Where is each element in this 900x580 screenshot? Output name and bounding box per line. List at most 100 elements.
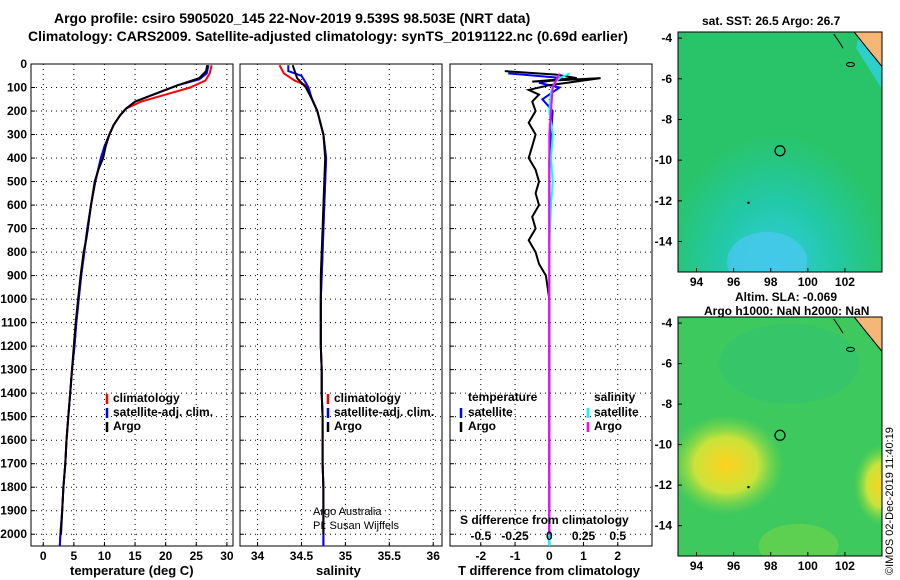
sla_map-ytick-label: -10 bbox=[655, 438, 673, 452]
sst_map-ytick-label: -8 bbox=[661, 112, 672, 126]
title-line-1: Argo profile: csiro 5905020_145 22-Nov-2… bbox=[54, 10, 531, 26]
depth-tick-label: 1600 bbox=[0, 433, 27, 447]
sst_map-island-icon bbox=[845, 62, 855, 68]
depth-tick-label: 300 bbox=[7, 128, 27, 142]
sst_map-xtick-label: 94 bbox=[690, 275, 704, 289]
depth-tick-label: 700 bbox=[7, 222, 27, 236]
s-diff-tick-label: 0.5 bbox=[609, 529, 626, 543]
sst_map-land bbox=[853, 32, 882, 68]
sla_map-xtick-label: 100 bbox=[798, 559, 818, 573]
difference-xtick-label: -2 bbox=[475, 549, 486, 563]
salinity-xtick-label: 35.5 bbox=[378, 549, 402, 563]
depth-tick-label: 0 bbox=[20, 57, 27, 71]
temperature-axis-label: temperature (deg C) bbox=[70, 563, 194, 578]
depth-tick-label: 1500 bbox=[0, 410, 27, 424]
sst_map-float-marker-icon bbox=[774, 145, 786, 157]
sla_map-frame bbox=[677, 316, 883, 557]
s-diff-tick-label: -0.25 bbox=[501, 529, 529, 543]
depth-tick-label: 800 bbox=[7, 245, 27, 259]
panel-temperature: 0 5 10 15 20 25 300100200300400500600700800900… bbox=[0, 57, 234, 563]
temperature-xtick-label: 15 bbox=[128, 549, 142, 563]
depth-tick-label: 2000 bbox=[0, 527, 27, 541]
s-diff-tick-label: -0.5 bbox=[470, 529, 491, 543]
sal-legend-climatology-label: climatology bbox=[334, 391, 401, 405]
sal-diff-legend-satellite: satellite bbox=[594, 405, 639, 419]
s-difference-label: S difference from climatology bbox=[460, 513, 629, 527]
map-sla_map: 94 96 98 100 102 -4 -6 -8 -10 -12 -14 bbox=[655, 316, 883, 573]
sla_map-ytick-label: -4 bbox=[661, 316, 672, 330]
sal-diff-legend-argo: Argo bbox=[594, 419, 622, 433]
sst_map-xtick-label: 96 bbox=[727, 275, 741, 289]
difference-xtick-label: 2 bbox=[614, 549, 621, 563]
map-sst_map: 94 96 98 100 102 -4 -6 -8 -10 -12 -14 bbox=[655, 31, 883, 289]
imos-credit: ©IMOS 02-Dec-2019 11:40:19 bbox=[884, 427, 896, 575]
sla-high-anomaly bbox=[678, 414, 785, 515]
sla-high-anomaly-east bbox=[854, 445, 882, 526]
salinity-xtick-label: 36 bbox=[427, 549, 441, 563]
depth-tick-label: 1100 bbox=[1, 316, 27, 330]
depth-tick-label: 500 bbox=[7, 175, 27, 189]
title-line-2: Climatology: CARS2009. Satellite-adjuste… bbox=[28, 28, 628, 44]
difference-xtick-label: -1 bbox=[510, 549, 521, 563]
temperature-frame bbox=[30, 63, 234, 547]
panel-salinity: 34 34.5 35 35.5 36 bbox=[239, 63, 443, 563]
sst_map-xtick-label: 100 bbox=[798, 275, 818, 289]
sla_map-float-marker-icon bbox=[774, 429, 786, 441]
sla_map-field bbox=[678, 317, 882, 556]
sst-cool-core bbox=[727, 231, 808, 272]
depth-tick-label: 1900 bbox=[0, 504, 27, 518]
temperature-xtick-label: 30 bbox=[220, 549, 234, 563]
sal-legend-argo-label: Argo bbox=[334, 419, 362, 433]
sla_map-island-icon bbox=[845, 346, 855, 352]
depth-tick-label: 1000 bbox=[0, 292, 27, 306]
panel-difference: -2 -1 0 1 2 bbox=[449, 63, 653, 563]
sla_map-ytick-label: -14 bbox=[655, 519, 673, 533]
depth-tick-label: 200 bbox=[7, 104, 27, 118]
difference-series-s-argo bbox=[548, 72, 561, 535]
depth-tick-label: 900 bbox=[7, 269, 27, 283]
sst-map-title: sat. SST: 26.5 Argo: 26.7 bbox=[702, 14, 841, 28]
salinity-xtick-label: 35 bbox=[339, 549, 353, 563]
temperature-xtick-label: 25 bbox=[190, 549, 204, 563]
depth-tick-label: 400 bbox=[7, 151, 27, 165]
sla-map-subtitle: Argo h1000: NaN h2000: NaN bbox=[704, 304, 870, 318]
temp-legend-title: temperature bbox=[468, 390, 538, 404]
sla-south-patch bbox=[758, 523, 839, 556]
salinity-xtick-label: 34.5 bbox=[290, 549, 314, 563]
sla_map-land bbox=[853, 317, 882, 353]
sla-low-band bbox=[719, 323, 860, 404]
sst_map-ytick-label: -12 bbox=[655, 194, 673, 208]
s-diff-tick-label: 0.25 bbox=[572, 529, 596, 543]
salinity-frame bbox=[239, 63, 443, 547]
legend-markers bbox=[105, 394, 590, 432]
sst_map-ytick-label: -14 bbox=[655, 234, 673, 248]
sst_map-xtick-label: 98 bbox=[764, 275, 778, 289]
temperature-xtick-label: 10 bbox=[98, 549, 112, 563]
depth-tick-label: 1700 bbox=[0, 457, 27, 471]
salinity-axis-label: salinity bbox=[316, 563, 361, 578]
sal-legend-satellite-label: satellite-adj. clim. bbox=[334, 405, 435, 419]
sst_map-coast-icon bbox=[833, 33, 844, 49]
sla_map-xtick-label: 94 bbox=[690, 559, 704, 573]
sal-diff-legend-title: salinity bbox=[594, 390, 636, 404]
difference-axis-label: T difference from climatology bbox=[458, 563, 641, 578]
difference-xtick-label: 1 bbox=[580, 549, 587, 563]
sst_map-ytick-label: -10 bbox=[655, 153, 673, 167]
sla_map-coast-icon bbox=[833, 318, 844, 334]
sla_map-ytick-label: -6 bbox=[661, 357, 672, 371]
sla-map-title: Altim. SLA: -0.069 bbox=[735, 290, 838, 304]
sst_map-frame bbox=[677, 31, 883, 273]
depth-tick-label: 600 bbox=[7, 198, 27, 212]
s-diff-ticks: -0.5 -0.25 0 0.25 0.5 bbox=[470, 529, 626, 543]
temperature-xtick-label: 0 bbox=[40, 549, 47, 563]
depth-tick-label: 1800 bbox=[0, 480, 27, 494]
sla_map-xtick-label: 96 bbox=[727, 559, 741, 573]
salinity-xtick-label: 34 bbox=[251, 549, 265, 563]
depth-tick-label: 1200 bbox=[0, 339, 27, 353]
pi-note: PI: Susan Wijffels bbox=[313, 520, 399, 532]
depth-tick-label: 100 bbox=[7, 81, 27, 95]
depth-tick-label: 1300 bbox=[0, 363, 27, 377]
sst-cool-region bbox=[678, 32, 882, 272]
legend-climatology-label: climatology bbox=[113, 391, 180, 405]
